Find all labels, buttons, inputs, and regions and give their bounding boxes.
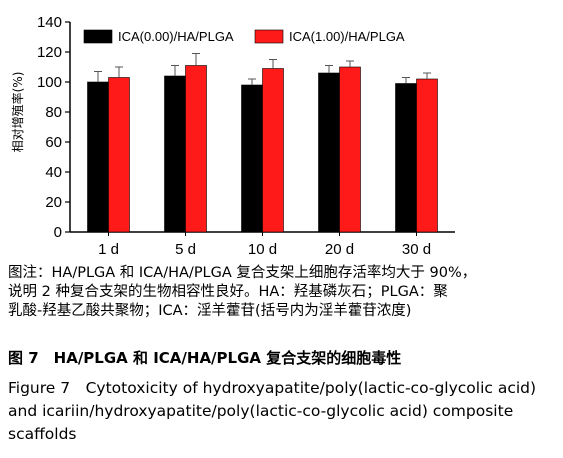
- legend-label: ICA(1.00)/HA/PLGA: [289, 29, 405, 44]
- bar-ica-0: [318, 72, 340, 233]
- figure-note-line: 乳酸-羟基乙酸共聚物；ICA：淫羊藿苷(括号内为淫羊藿苷浓度): [8, 303, 412, 319]
- figure-title-cn: 图 7 HA/PLGA 和 ICA/HA/PLGA 复合支架的细胞毒性: [8, 349, 402, 367]
- legend-label: ICA(0.00)/HA/PLGA: [118, 29, 234, 44]
- y-axis: 0 20 40 60 80 100 120 140: [37, 14, 71, 241]
- y-tick-label: 80: [45, 104, 62, 121]
- x-tick-label: 1 d: [98, 241, 119, 258]
- y-tick-label: 20: [45, 194, 62, 211]
- y-tick-label: 0: [54, 224, 62, 241]
- legend-swatch: [83, 29, 113, 44]
- x-axis: 1 d 5 d 10 d 20 d 30 d: [70, 231, 455, 258]
- bar-ica-0: [164, 75, 186, 233]
- legend-swatch: [254, 29, 284, 44]
- y-tick-label: 140: [37, 14, 62, 31]
- x-tick-label: 5 d: [175, 241, 196, 258]
- bar-chart: 0 20 40 60 80 100 120 140 1 d 5 d 10 d 20 d 30 d IC…: [10, 14, 455, 258]
- y-axis-label: 相对增殖率(%): [10, 72, 25, 153]
- bar-ica-1: [416, 78, 438, 233]
- figure-title-en: Figure 7 Cytotoxicity of hydroxyapatite/…: [8, 379, 537, 443]
- bars: [87, 53, 438, 233]
- y-tick-label: 100: [37, 74, 62, 91]
- x-tick-label: 30 d: [402, 241, 431, 258]
- figure-note-line: 图注：HA/PLGA 和 ICA/HA/PLGA 复合支架上细胞存活率均大于 9…: [8, 265, 477, 281]
- y-tick-label: 40: [45, 164, 62, 181]
- y-tick-label: 60: [45, 134, 62, 151]
- y-tick-label: 120: [37, 44, 62, 61]
- legend: ICA(0.00)/HA/PLGA ICA(1.00)/HA/PLGA: [83, 29, 405, 44]
- bar-ica-1: [262, 68, 284, 233]
- figure-note-line: 说明 2 种复合支架的生物相容性良好。HA：羟基磷灰石；PLGA：聚: [8, 284, 448, 300]
- x-tick-label: 20 d: [325, 241, 354, 258]
- bar-ica-0: [395, 83, 417, 233]
- bar-ica-1: [185, 65, 207, 233]
- x-tick-label: 10 d: [248, 241, 277, 258]
- bar-ica-1: [339, 66, 361, 233]
- figure-note: 图注：HA/PLGA 和 ICA/HA/PLGA 复合支架上细胞存活率均大于 9…: [8, 264, 476, 321]
- bar-ica-0: [241, 84, 263, 233]
- bar-ica-1: [108, 77, 130, 233]
- bar-ica-0: [87, 81, 109, 233]
